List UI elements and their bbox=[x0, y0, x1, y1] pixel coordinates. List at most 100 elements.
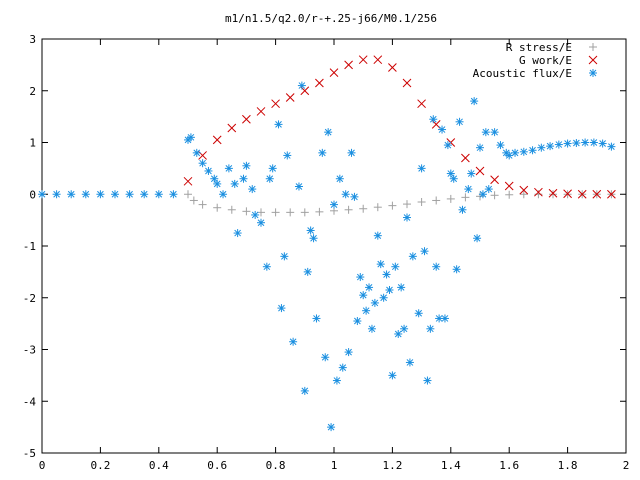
data-point bbox=[274, 120, 283, 129]
data-point bbox=[470, 97, 479, 106]
data-point bbox=[184, 190, 192, 199]
data-point bbox=[549, 190, 557, 199]
data-point bbox=[271, 208, 280, 217]
legend-label: G work/E bbox=[519, 54, 572, 67]
data-point bbox=[490, 175, 499, 185]
data-point bbox=[388, 371, 397, 380]
data-point bbox=[484, 185, 493, 194]
data-point bbox=[461, 193, 470, 202]
data-point bbox=[388, 63, 397, 72]
data-point bbox=[338, 363, 347, 372]
data-point bbox=[327, 423, 336, 432]
data-point bbox=[394, 329, 403, 338]
series-0 bbox=[184, 190, 616, 217]
data-point bbox=[461, 153, 470, 163]
data-point bbox=[344, 60, 353, 70]
data-point bbox=[233, 229, 242, 238]
data-point bbox=[213, 203, 222, 212]
legend-marker bbox=[588, 55, 598, 65]
data-point bbox=[511, 148, 520, 157]
data-point bbox=[242, 207, 251, 216]
data-point bbox=[432, 262, 441, 271]
data-point bbox=[420, 247, 429, 256]
data-point bbox=[67, 190, 76, 199]
data-point bbox=[490, 128, 499, 137]
y-tick-label: 1 bbox=[29, 137, 36, 150]
data-point bbox=[335, 174, 344, 183]
data-point bbox=[362, 306, 371, 315]
data-point bbox=[183, 176, 193, 186]
data-point bbox=[581, 138, 590, 147]
data-point bbox=[353, 317, 362, 326]
data-point bbox=[519, 147, 528, 156]
data-point bbox=[426, 324, 435, 333]
data-point bbox=[467, 169, 476, 178]
x-tick-label: 0.4 bbox=[149, 459, 169, 472]
y-tick-label: -2 bbox=[23, 292, 36, 305]
data-point bbox=[473, 234, 482, 243]
y-tick-label: 0 bbox=[29, 188, 36, 201]
data-point bbox=[475, 166, 485, 176]
data-point bbox=[189, 196, 198, 205]
y-axis: -5 -4 -3 -2 -1 0 1 2 3 bbox=[23, 33, 626, 460]
data-point bbox=[452, 265, 461, 274]
data-point bbox=[382, 270, 391, 279]
y-tick-label: 2 bbox=[29, 85, 36, 98]
data-point bbox=[423, 376, 432, 385]
data-point bbox=[376, 260, 385, 269]
data-point bbox=[546, 142, 555, 151]
data-point bbox=[321, 353, 330, 362]
data-point bbox=[537, 143, 546, 152]
data-point bbox=[446, 194, 455, 203]
data-point bbox=[125, 190, 134, 199]
data-point bbox=[81, 190, 90, 199]
data-point bbox=[283, 151, 292, 160]
data-point bbox=[403, 213, 411, 222]
x-tick-label: 0 bbox=[39, 459, 46, 472]
data-point bbox=[289, 337, 298, 346]
y-tick-label: -4 bbox=[23, 395, 37, 408]
data-point bbox=[300, 208, 309, 217]
data-point bbox=[443, 141, 452, 150]
data-point bbox=[213, 179, 222, 188]
data-point bbox=[464, 185, 473, 194]
y-tick-label: -5 bbox=[23, 447, 36, 460]
data-point bbox=[505, 190, 514, 199]
data-point bbox=[330, 200, 338, 209]
data-point bbox=[248, 185, 257, 194]
legend-label: Acoustic flux/E bbox=[473, 67, 572, 80]
data-point bbox=[478, 190, 487, 199]
data-point bbox=[440, 314, 449, 323]
data-point bbox=[309, 234, 318, 243]
data-point bbox=[417, 198, 426, 207]
data-point bbox=[417, 164, 426, 173]
data-point bbox=[286, 208, 295, 217]
data-point bbox=[324, 128, 333, 137]
data-point bbox=[318, 148, 327, 157]
data-point bbox=[294, 182, 303, 191]
data-point bbox=[297, 81, 306, 90]
data-point bbox=[268, 164, 277, 173]
data-point bbox=[344, 205, 353, 214]
data-point bbox=[277, 304, 286, 313]
data-point bbox=[219, 190, 228, 199]
data-point bbox=[280, 252, 289, 261]
x-tick-label: 0.8 bbox=[266, 459, 286, 472]
x-tick-label: 1.8 bbox=[558, 459, 578, 472]
data-point bbox=[186, 133, 195, 142]
data-point bbox=[607, 142, 616, 151]
data-point bbox=[169, 190, 178, 199]
data-point bbox=[230, 179, 239, 188]
data-point bbox=[490, 191, 499, 200]
data-point bbox=[577, 189, 587, 199]
data-point bbox=[476, 143, 484, 152]
data-point bbox=[257, 218, 265, 227]
y-tick-label: 3 bbox=[29, 33, 36, 46]
data-point bbox=[227, 123, 237, 133]
series-1 bbox=[183, 55, 616, 199]
data-point bbox=[496, 141, 505, 150]
data-point bbox=[154, 190, 163, 199]
x-tick-label: 1.6 bbox=[499, 459, 519, 472]
y-tick-label: -1 bbox=[23, 240, 36, 253]
